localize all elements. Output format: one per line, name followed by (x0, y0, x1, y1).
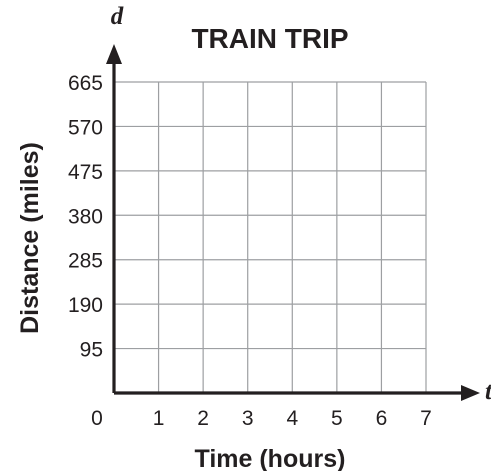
x-variable-label: t (485, 378, 491, 405)
chart-title: TRAIN TRIP (191, 23, 348, 54)
y-axis-title: Distance (miles) (16, 142, 44, 334)
x-tick-label-5: 5 (331, 407, 343, 430)
y-variable-label: d (111, 3, 124, 30)
y-tick-label-665: 665 (68, 72, 103, 95)
y-tick-label-190: 190 (68, 294, 103, 317)
y-axis-arrowhead (106, 44, 122, 64)
x-tick-label-7: 7 (420, 407, 432, 430)
axes (106, 44, 480, 401)
y-tick-label-570: 570 (68, 116, 103, 139)
x-tick-label-1: 1 (153, 407, 165, 430)
y-tick-label-475: 475 (68, 161, 103, 184)
x-axis-title: Time (hours) (195, 445, 346, 471)
x-tick-label-4: 4 (286, 407, 298, 430)
grid-lines (114, 81, 427, 393)
tick-labels: 1 2 3 4 5 6 7 95 190 285 380 475 570 665 (68, 72, 432, 430)
x-tick-label-2: 2 (197, 407, 209, 430)
y-tick-label-95: 95 (80, 339, 103, 362)
y-tick-label-380: 380 (68, 205, 103, 228)
origin-label: 0 (91, 407, 103, 430)
x-tick-label-3: 3 (242, 407, 254, 430)
x-tick-label-6: 6 (376, 407, 388, 430)
y-tick-label-285: 285 (68, 250, 103, 273)
x-axis-arrowhead (461, 385, 480, 401)
